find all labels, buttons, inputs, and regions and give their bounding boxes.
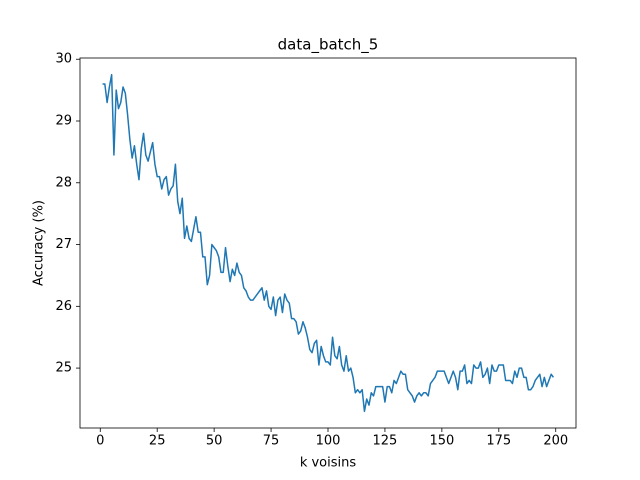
y-tick-label: 29 (55, 114, 72, 129)
y-axis-label: Accuracy (%) (32, 200, 47, 286)
x-tick-label: 175 (486, 434, 511, 449)
y-tick-label: 30 (55, 52, 72, 67)
plot-frame (79, 57, 577, 429)
y-tick-label: 28 (55, 175, 72, 190)
chart-title: data_batch_5 (278, 36, 379, 55)
x-tick-label: 200 (543, 434, 568, 449)
y-tick-label: 25 (55, 361, 72, 376)
x-tick-label: 100 (316, 434, 341, 449)
x-tick-label: 150 (429, 434, 454, 449)
y-tick-label: 27 (55, 237, 72, 252)
x-tick-label: 50 (206, 434, 223, 449)
x-tick-label: 75 (263, 434, 280, 449)
x-axis-label: k voisins (300, 456, 357, 471)
x-tick-label: 125 (373, 434, 398, 449)
x-tick-label: 25 (149, 434, 166, 449)
data-line (102, 73, 555, 413)
x-tick-label: 0 (96, 434, 104, 449)
y-tick-label: 26 (55, 299, 72, 314)
